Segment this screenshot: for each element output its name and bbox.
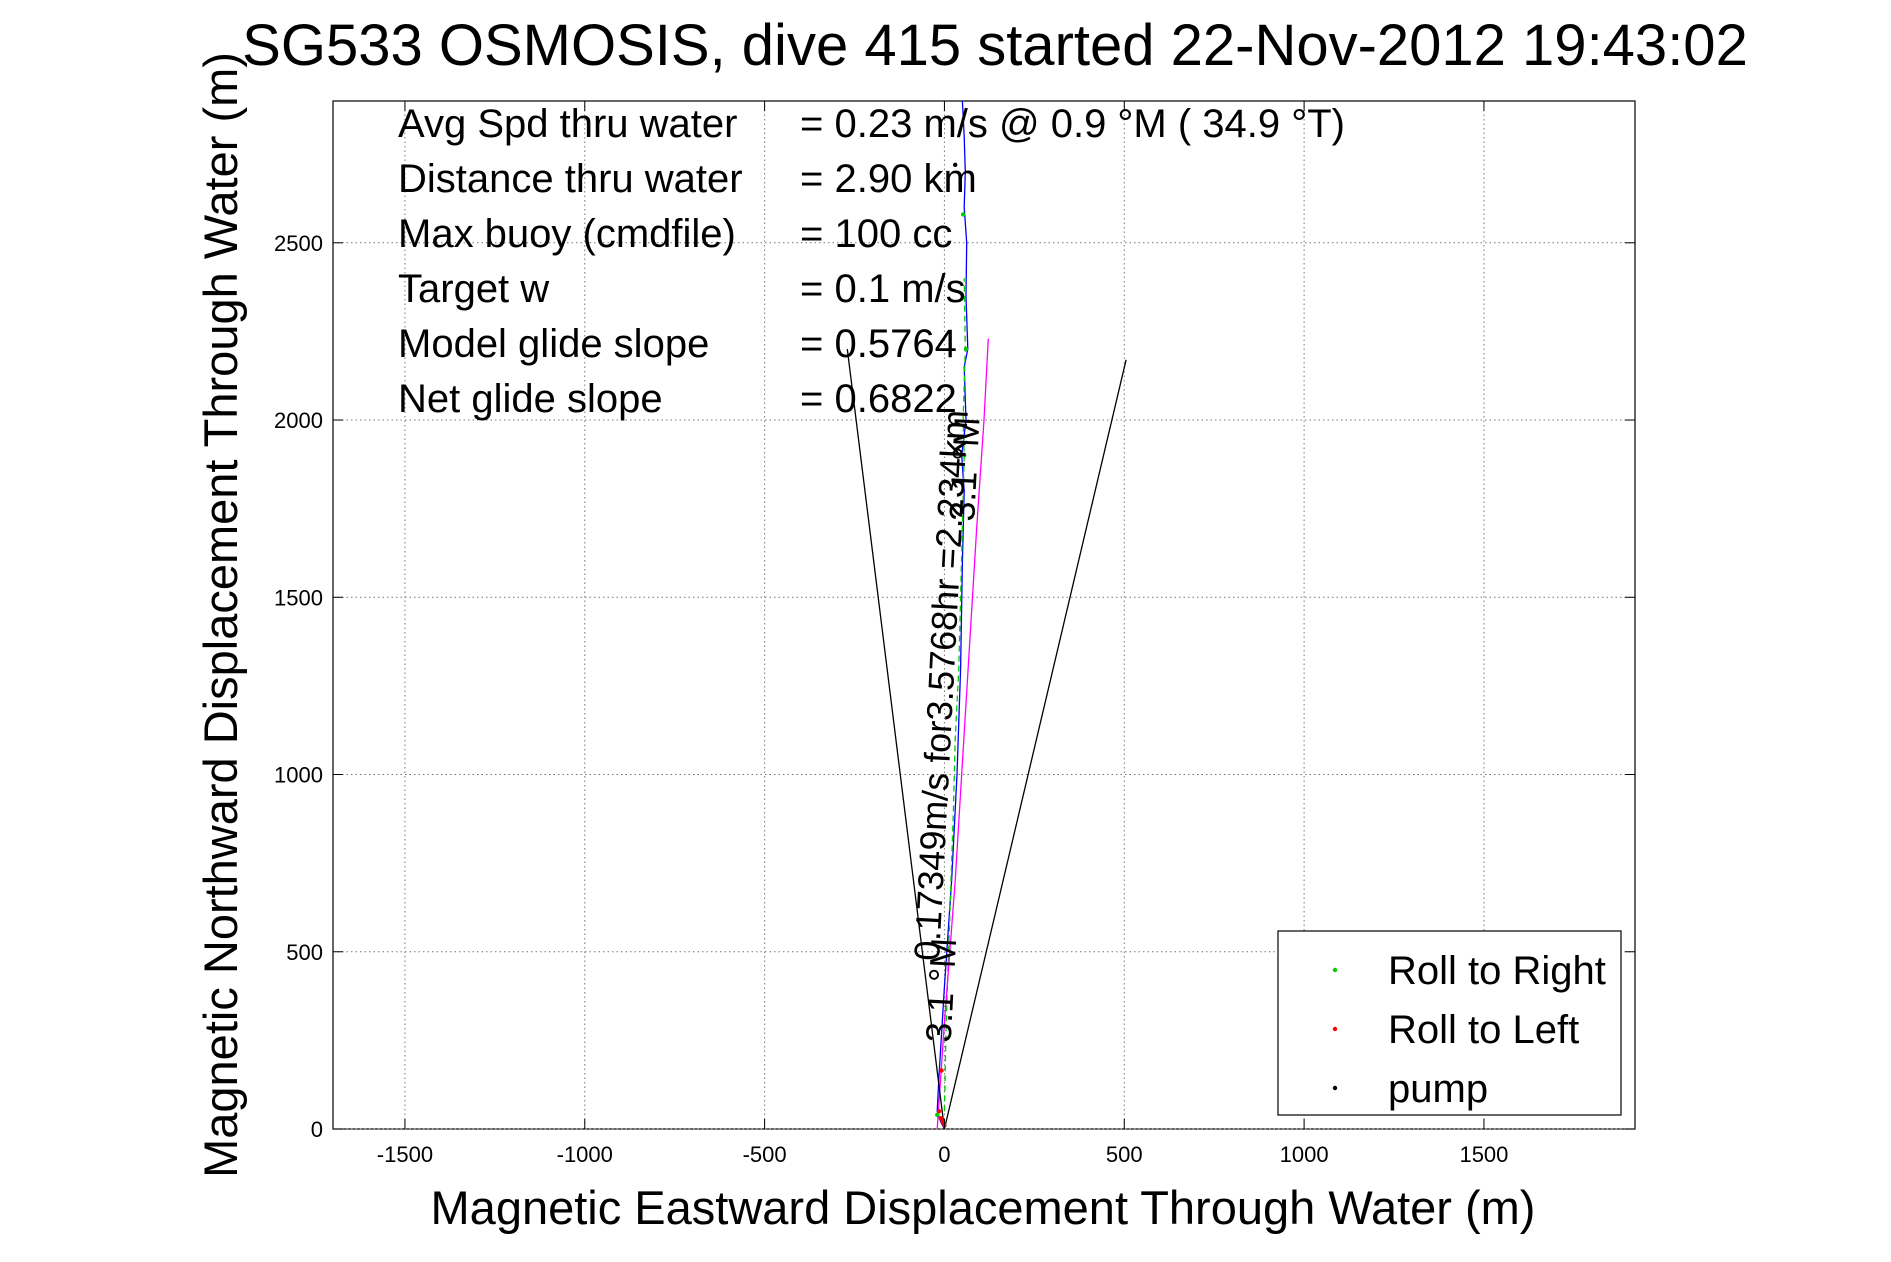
- stat-value: = 2.90 km: [800, 157, 977, 201]
- data-point: [960, 212, 966, 217]
- legend-label: pump: [1388, 1067, 1488, 1111]
- y-tick-label: 2000: [274, 408, 323, 433]
- x-axis-label: Magnetic Eastward Displacement Through W…: [431, 1181, 1536, 1234]
- y-axis-ticks: 0 500 1000 1500 2000 2500: [274, 231, 1635, 1142]
- data-point: [936, 1109, 942, 1114]
- data-point: [963, 346, 969, 352]
- stat-label: Net glide slope: [398, 377, 663, 421]
- y-tick-label: 0: [311, 1117, 323, 1142]
- legend-marker: [1332, 1026, 1338, 1032]
- x-tick-label: -500: [743, 1142, 787, 1167]
- legend-marker: [1332, 1085, 1338, 1091]
- data-point: [940, 1119, 945, 1125]
- data-point: [953, 162, 958, 168]
- x-tick-label: -1500: [377, 1142, 433, 1167]
- data-point: [939, 1068, 944, 1073]
- stat-label: Avg Spd thru water: [398, 102, 737, 146]
- series-line-2: [936, 338, 989, 1130]
- track-annotation: 3.1 °M: [941, 416, 987, 522]
- legend-label: Roll to Right: [1388, 949, 1606, 993]
- stat-value: = 0.23 m/s @ 0.9 °M ( 34.9 °T): [800, 102, 1345, 146]
- data-point: [935, 1112, 940, 1118]
- y-tick-label: 1500: [274, 585, 323, 610]
- x-tick-label: 500: [1106, 1142, 1143, 1167]
- stat-value: = 0.6822: [800, 377, 957, 421]
- stat-label: Max buoy (cmdfile): [398, 212, 736, 256]
- x-tick-label: 1000: [1280, 1142, 1329, 1167]
- legend-marker: [1332, 967, 1338, 973]
- points-layer: [935, 162, 969, 1128]
- x-tick-label: -1000: [557, 1142, 613, 1167]
- stat-label: Target w: [398, 267, 549, 311]
- stat-label: Model glide slope: [398, 322, 709, 366]
- y-tick-label: 1000: [274, 763, 323, 788]
- stat-value: = 0.1 m/s: [800, 267, 966, 311]
- stat-value: = 0.5764: [800, 322, 957, 366]
- chart-title: SG533 OSMOSIS, dive 415 started 22-Nov-2…: [242, 13, 1748, 78]
- y-axis-label: Magnetic Northward Displacement Through …: [194, 52, 247, 1178]
- data-point: [938, 1116, 944, 1121]
- plot-area: -1500 -1000 -500 0 500 1000 1500 0 500 1000 1500 2…: [274, 100, 1636, 1167]
- track-annotation: 3.1 °M: [918, 937, 964, 1043]
- stat-label: Distance thru water: [398, 157, 743, 201]
- series-line-1: [943, 278, 966, 1112]
- data-point: [962, 453, 967, 458]
- legend-label: Roll to Left: [1388, 1008, 1579, 1052]
- y-tick-label: 2500: [274, 231, 323, 256]
- y-tick-label: 500: [286, 940, 323, 965]
- stat-value: = 100 cc: [800, 212, 952, 256]
- x-tick-label: 1500: [1459, 1142, 1508, 1167]
- dive-stats: Avg Spd thru water = 0.23 m/s @ 0.9 °M ( …: [398, 102, 1345, 421]
- x-axis-ticks: -1500 -1000 -500 0 500 1000 1500: [377, 101, 1508, 1167]
- legend: Roll to Right Roll to Left pump: [1277, 930, 1622, 1116]
- legend-box: [1277, 930, 1622, 1116]
- x-tick-label: 0: [938, 1142, 950, 1167]
